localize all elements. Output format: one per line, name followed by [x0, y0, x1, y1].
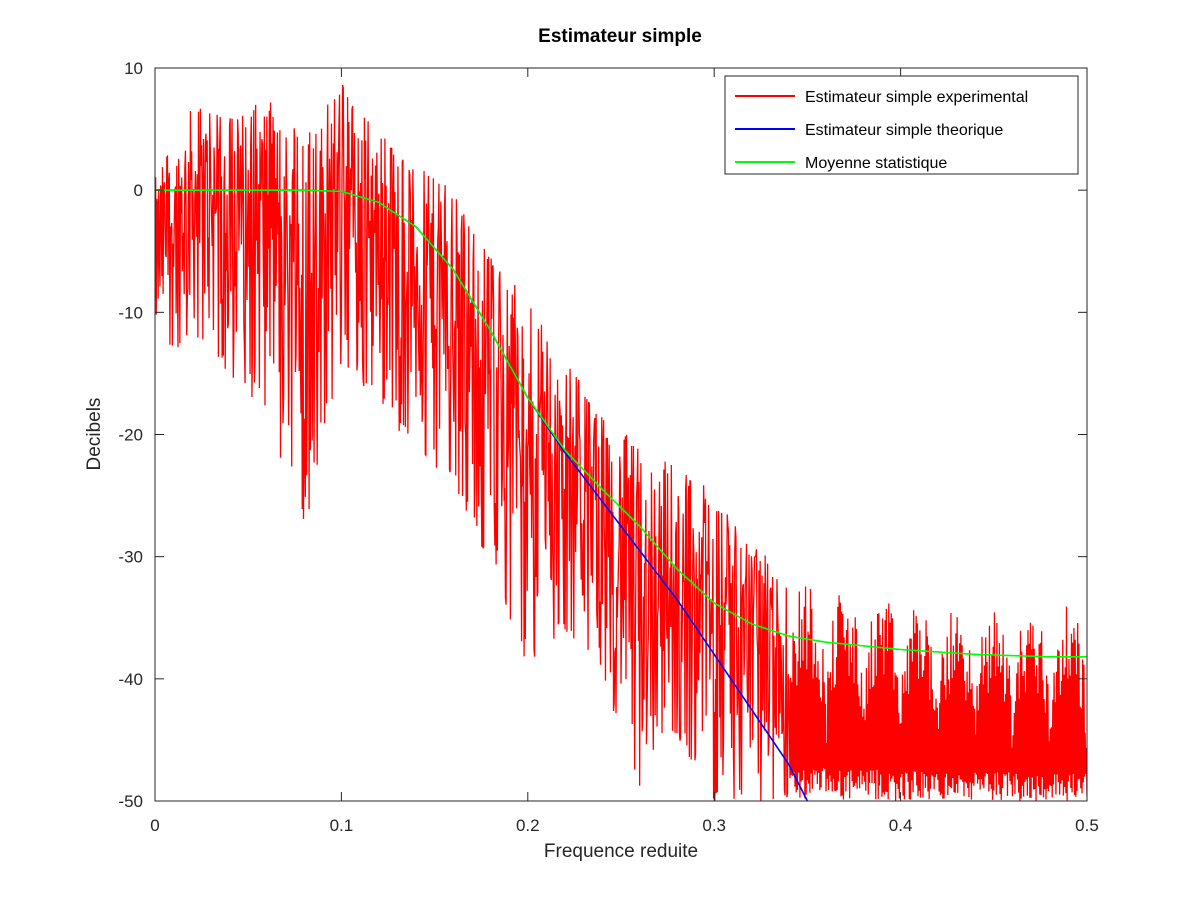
series-line-experimental	[155, 84, 1087, 801]
x-tick-label: 0.2	[516, 816, 540, 835]
y-tick-label: -20	[118, 426, 143, 445]
y-tick-label: -10	[118, 303, 143, 322]
y-tick-label: 0	[134, 181, 143, 200]
legend-label: Moyenne statistique	[805, 155, 947, 172]
x-axis-label: Frequence reduite	[544, 841, 698, 862]
chart-title: Estimateur simple	[538, 26, 702, 47]
x-tick-label: 0.3	[702, 816, 726, 835]
y-axis: 10 0 -10 -20 -30 -40 -50	[118, 59, 1087, 811]
legend-label: Estimateur simple theorique	[805, 122, 1003, 139]
y-axis-label: Decibels	[84, 398, 105, 471]
y-tick-label: -50	[118, 792, 143, 811]
legend: Estimateur simple experimental Estimateur…	[724, 75, 1079, 175]
x-axis: 0 0.1 0.2 0.3 0.4 0.5	[150, 68, 1099, 835]
legend-label: Estimateur simple experimental	[805, 89, 1028, 106]
x-tick-label: 0.5	[1075, 816, 1099, 835]
plot-lines	[155, 84, 1087, 801]
x-tick-label: 0	[150, 816, 159, 835]
legend-box	[724, 75, 1079, 175]
y-tick-label: 10	[124, 59, 143, 78]
series-line-statistical-mean	[155, 189, 1087, 658]
x-tick-label: 0.1	[330, 816, 354, 835]
y-tick-label: -30	[118, 548, 143, 567]
x-tick-label: 0.4	[889, 816, 913, 835]
y-tick-label: -40	[118, 670, 143, 689]
